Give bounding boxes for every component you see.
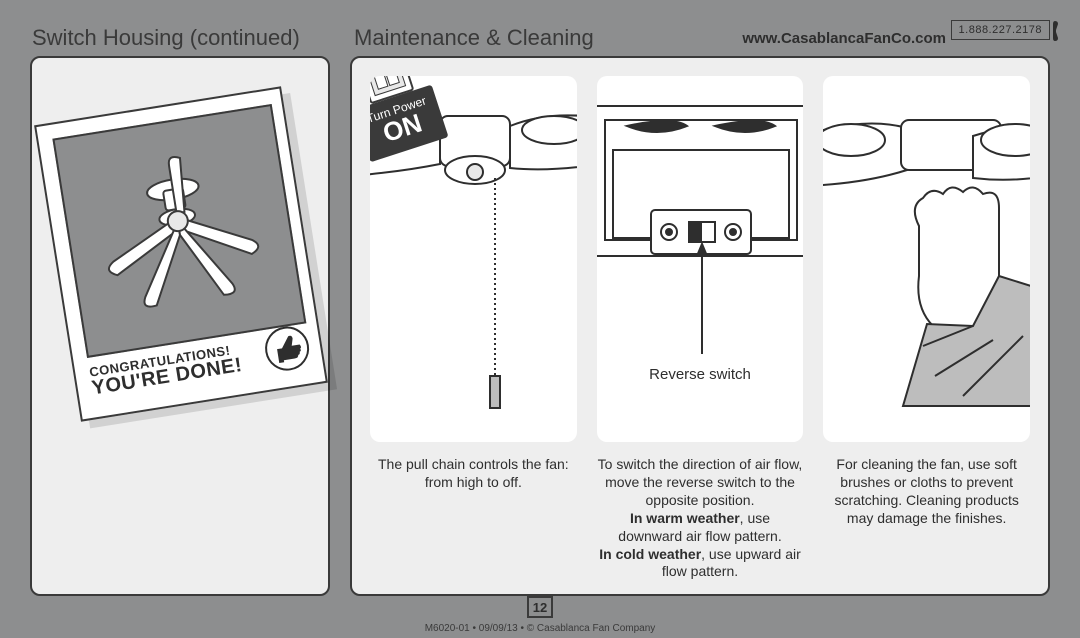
header-row: Switch Housing (continued) Maintenance &… [0, 20, 1080, 56]
caption-pull-chain: The pull chain controls the fan: from hi… [370, 456, 577, 581]
polaroid-card: CONGRATULATIONS! YOU'RE DONE! [34, 86, 328, 421]
illustration-reverse-switch: Reverse switch [597, 76, 804, 442]
page-number: 12 [527, 596, 553, 618]
section-title-mid: Maintenance & Cleaning [354, 25, 594, 51]
phone-number: 1.888.227.2178 [951, 20, 1050, 40]
company-url: www.CasablancaFanCo.com [742, 30, 946, 47]
right-panel: Turn Power ON [350, 56, 1050, 596]
footer-text: M6020-01 • 09/09/13 • © Casablanca Fan C… [425, 623, 656, 634]
caption-reverse-switch: To switch the direction of air flow, mov… [597, 456, 804, 581]
illustration-row: Turn Power ON [370, 76, 1030, 442]
phone-icon [1052, 20, 1066, 47]
section-title-left: Switch Housing (continued) [32, 25, 300, 51]
caption-row: The pull chain controls the fan: from hi… [370, 456, 1030, 581]
thumbs-up-icon [261, 322, 314, 380]
reverse-switch-label: Reverse switch [597, 366, 804, 383]
left-panel: CONGRATULATIONS! YOU'RE DONE! [30, 56, 330, 596]
polaroid-fan-illustration [52, 104, 306, 358]
caption-cleaning: For cleaning the fan, use soft brushes o… [823, 456, 1030, 581]
illustration-cleaning [823, 76, 1030, 442]
illustration-pull-chain: Turn Power ON [370, 76, 577, 442]
